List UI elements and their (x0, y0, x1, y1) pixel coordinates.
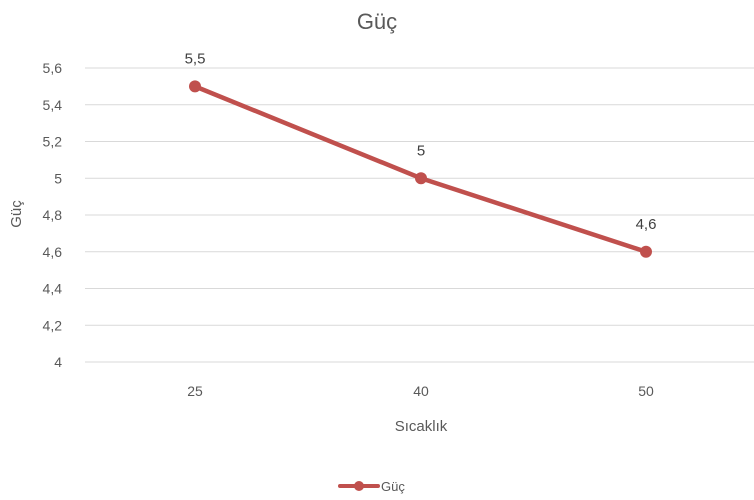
series-line (192, 84, 649, 254)
y-tick-label: 4 (54, 354, 62, 370)
data-label: 5,5 (185, 50, 206, 67)
data-point (189, 80, 201, 93)
legend-point-marker (354, 481, 364, 491)
y-tick-label: 4,2 (43, 317, 63, 333)
x-axis-title: Sıcaklık (395, 418, 448, 435)
y-axis-title: Güç (8, 200, 25, 228)
x-tick-label: 25 (187, 383, 203, 399)
y-tick-label: 5,2 (43, 134, 63, 150)
y-tick-label: 5 (54, 170, 62, 186)
data-point (415, 172, 427, 185)
x-axis-ticks: 25 40 50 (187, 383, 654, 399)
data-label: 4,6 (636, 216, 657, 233)
data-label: 5 (417, 142, 425, 159)
y-tick-label: 4,6 (43, 244, 63, 260)
data-point (640, 245, 652, 258)
series-layer: 5,5 5 4,6 (185, 50, 657, 258)
y-tick-label: 4,8 (43, 207, 63, 223)
legend: Güç (338, 479, 405, 494)
y-tick-label: 5,6 (43, 60, 63, 76)
y-tick-label: 4,4 (43, 281, 63, 297)
y-axis-ticks: 4 4,2 4,4 4,6 4,8 5 5,2 5,4 5,6 (43, 60, 63, 370)
y-tick-label: 5,4 (43, 97, 63, 113)
chart-title: Güç (357, 9, 397, 34)
legend-label: Güç (381, 479, 405, 494)
x-tick-label: 50 (638, 383, 654, 399)
x-tick-label: 40 (413, 383, 429, 399)
